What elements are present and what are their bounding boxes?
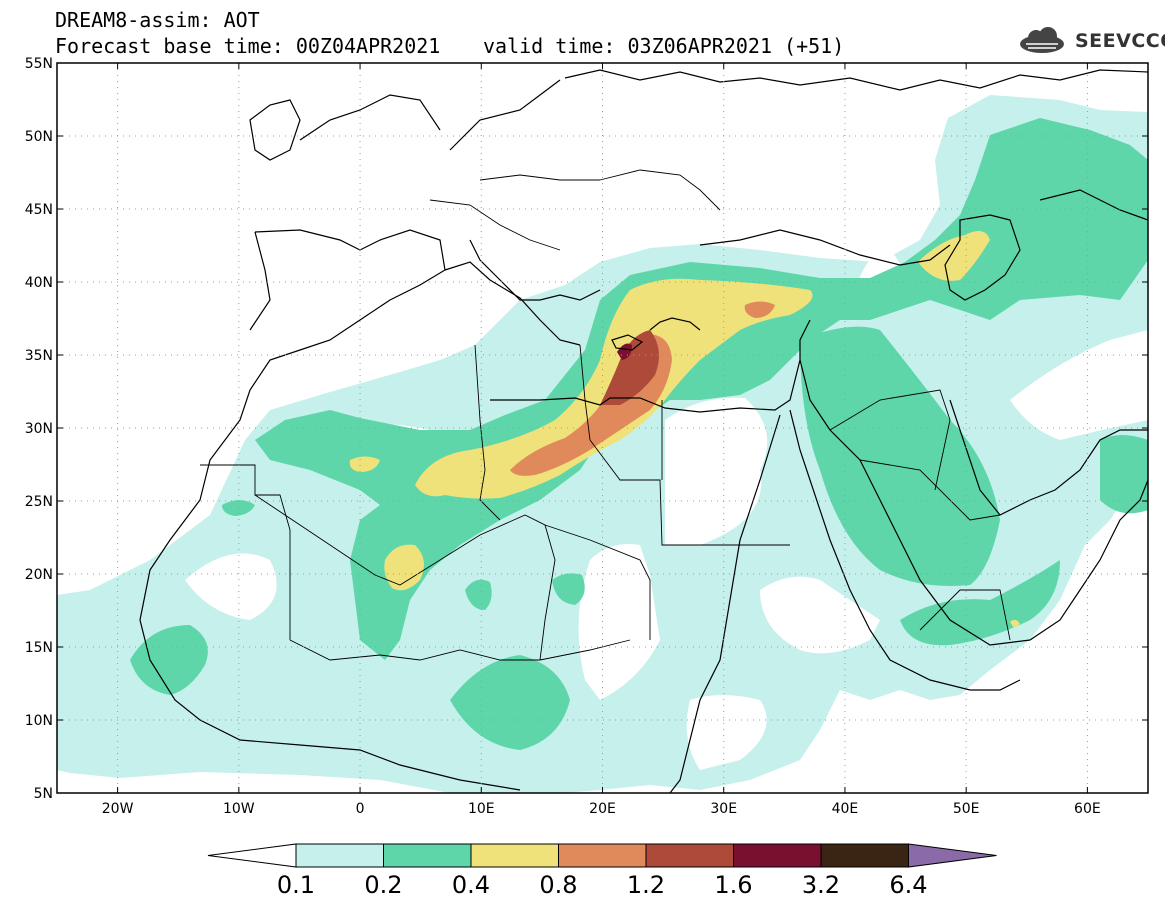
- valid-time: valid time: 03Z06APR2021 (+51): [483, 34, 845, 58]
- forecast-base-time: Forecast base time: 00Z04APR2021: [55, 34, 441, 58]
- lon-label: 50E: [953, 801, 980, 817]
- lat-label: 5N: [34, 786, 53, 802]
- aot-band-1.6: [617, 343, 632, 360]
- lon-label: 20W: [102, 801, 134, 817]
- lat-label: 30N: [25, 421, 53, 437]
- colorbar-level-label: 3.2: [802, 871, 840, 899]
- colorbar-swatch: [820, 843, 909, 868]
- lat-label: 20N: [25, 567, 53, 583]
- colorbar-swatch: [470, 843, 559, 868]
- lat-label: 10N: [25, 713, 53, 729]
- colorbar-swatch: [295, 843, 384, 868]
- lat-label: 15N: [25, 640, 53, 656]
- colorbar-level-label: 6.4: [889, 871, 927, 899]
- aot-band-0.2: [130, 118, 1148, 750]
- colorbar-under-triangle: [207, 843, 297, 868]
- colorbar-level-label: 0.2: [364, 871, 402, 899]
- colorbar-swatch: [383, 843, 472, 868]
- lat-label: 50N: [25, 129, 53, 145]
- lat-label: 35N: [25, 348, 53, 364]
- colorbar-swatch: [645, 843, 734, 868]
- colorbar-over-triangle: [908, 843, 997, 868]
- colorbar-level-label: 1.2: [627, 871, 665, 899]
- colorbar-boxes: [207, 843, 997, 868]
- lon-label: 20E: [589, 801, 616, 817]
- map-title: DREAM8-assim: AOT: [55, 8, 260, 32]
- lon-label: 60E: [1074, 801, 1101, 817]
- lat-label: 40N: [25, 275, 53, 291]
- longitude-labels: 20W 10W 0 10E 20E 30E 40E 50E 60E: [102, 801, 1101, 817]
- country-borders: [200, 169, 1011, 661]
- colorbar-swatch: [558, 843, 647, 868]
- lon-label: 30E: [710, 801, 737, 817]
- coastlines: [139, 69, 1148, 793]
- lat-label: 55N: [25, 56, 53, 72]
- colorbar-swatch: [733, 843, 822, 868]
- axis-ticks: [57, 62, 1148, 794]
- colorbar-level-label: 0.4: [452, 871, 490, 899]
- colorbar-labels: 0.1 0.2 0.4 0.8 1.2 1.6 3.2 6.4: [277, 871, 928, 899]
- logo-text: SEEVCCC: [1075, 30, 1165, 52]
- colorbar-level-label: 0.8: [539, 871, 577, 899]
- lat-label: 45N: [25, 202, 53, 218]
- lon-label: 40E: [832, 801, 859, 817]
- lon-label: 10E: [468, 801, 495, 817]
- seevccc-logo: [1020, 27, 1064, 53]
- cloud-icon: [1020, 27, 1064, 53]
- map-plot-area: [57, 63, 1148, 793]
- colorbar-level-label: 0.1: [277, 871, 315, 899]
- latitude-labels: 55N 50N 45N 40N 35N 30N 25N 20N 15N 10N 5N: [25, 56, 53, 802]
- lon-label: 0: [356, 801, 365, 817]
- colorbar-level-label: 1.6: [714, 871, 752, 899]
- lat-label: 25N: [25, 494, 53, 510]
- aot-band-1.2: [600, 330, 659, 405]
- lon-label: 10W: [223, 801, 255, 817]
